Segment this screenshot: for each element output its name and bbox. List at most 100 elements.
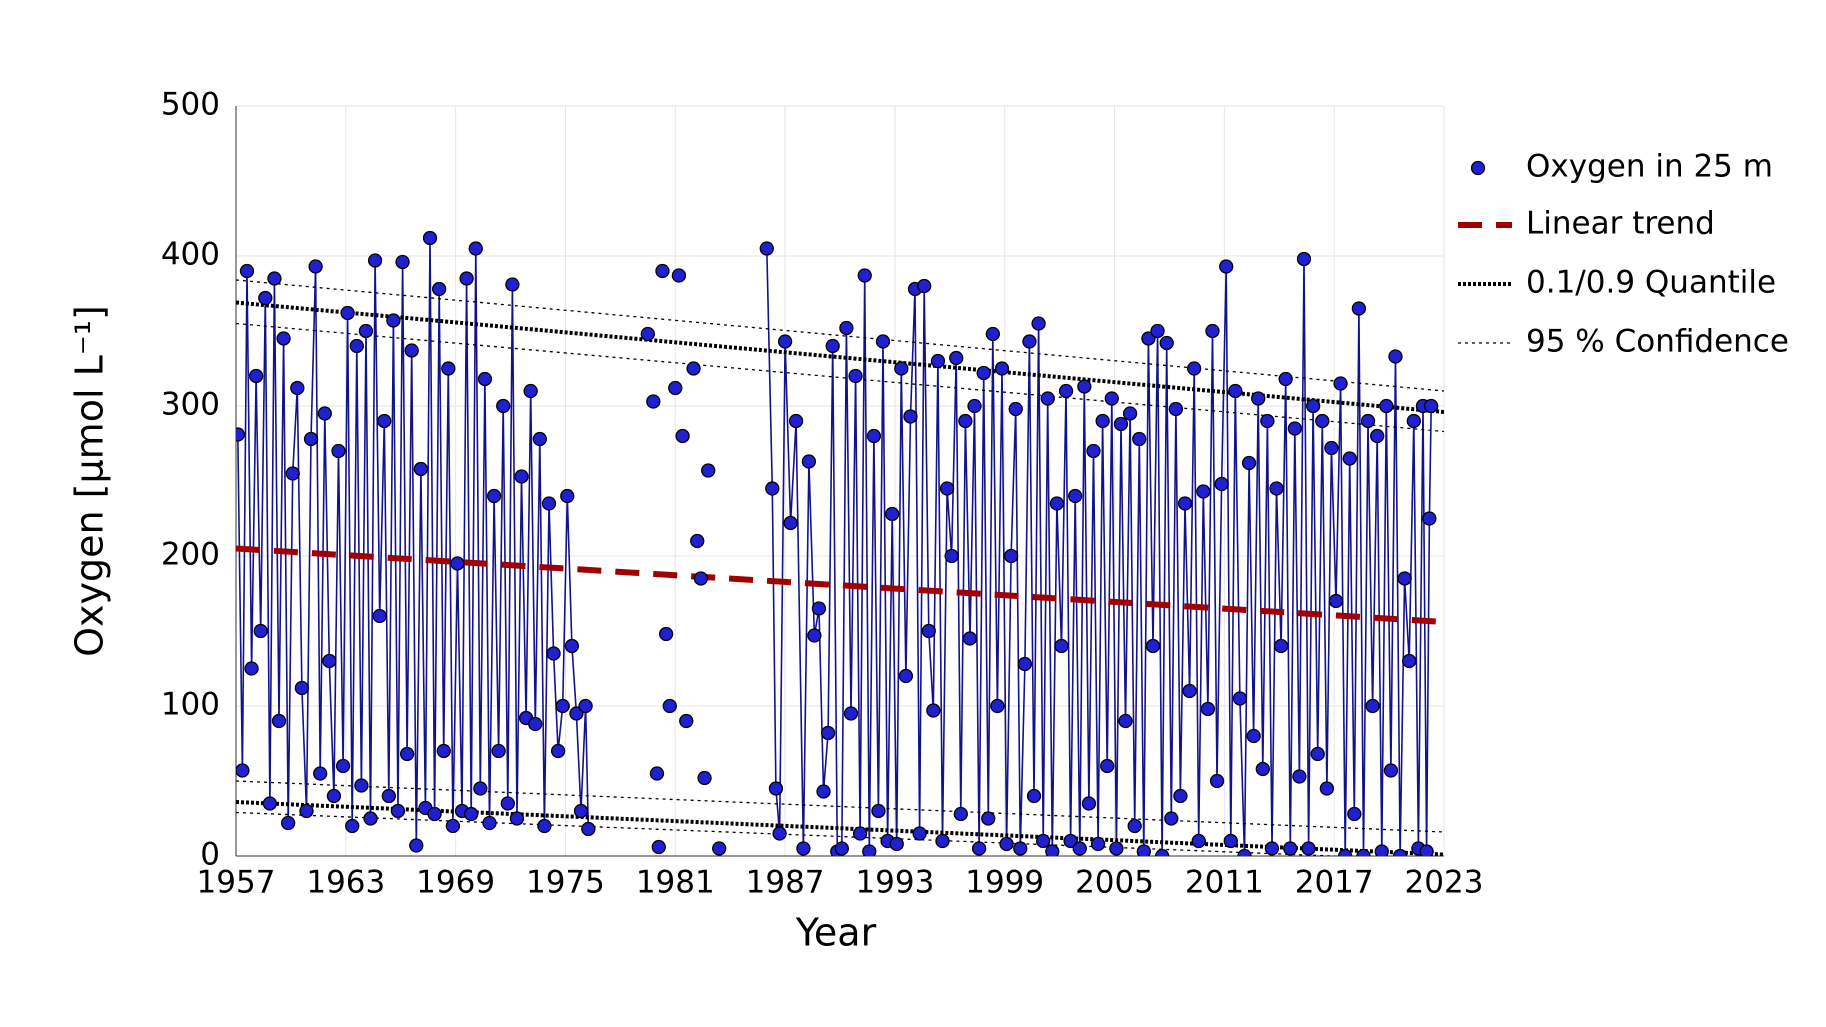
data-point [675, 428, 690, 444]
data-point [1122, 406, 1138, 421]
data-point [308, 259, 323, 274]
data-point [1205, 323, 1220, 339]
data-point [985, 326, 1000, 342]
data-point [1273, 638, 1289, 654]
data-point [550, 743, 566, 759]
data-point [820, 725, 836, 741]
data-point [843, 706, 859, 721]
data-point [290, 380, 305, 396]
data-point [981, 811, 996, 826]
data-point [1365, 698, 1380, 714]
x-tick-label: 2017 [1295, 865, 1374, 901]
data-point [1090, 836, 1106, 852]
data-point [768, 781, 784, 796]
data-point [404, 343, 419, 358]
data-point [1026, 788, 1042, 804]
data-point [783, 515, 798, 531]
data-point [422, 230, 438, 246]
data-point [464, 806, 479, 822]
data-point [1356, 848, 1371, 856]
data-point [1292, 769, 1307, 784]
data-point [1154, 848, 1170, 856]
data-point [839, 320, 854, 336]
data-point [1406, 413, 1421, 429]
data-point [1388, 349, 1403, 364]
data-point [1319, 781, 1335, 796]
y-tick-label: 400 [161, 237, 220, 273]
data-point [811, 601, 827, 616]
data-point [1424, 398, 1439, 414]
data-point [1003, 548, 1019, 564]
data-point [1040, 391, 1055, 406]
data-point [967, 398, 982, 414]
data-point [331, 443, 346, 459]
data-point [1182, 683, 1197, 699]
data-point [482, 815, 497, 831]
data-point [1310, 746, 1325, 762]
data-point [1031, 316, 1046, 331]
data-point [1168, 401, 1184, 417]
data-point [640, 326, 655, 342]
data-point [248, 368, 264, 384]
y-tick-label: 500 [161, 87, 220, 123]
data-point [1081, 796, 1097, 811]
data-point [772, 826, 787, 841]
trend-line [236, 322, 1444, 433]
data-point [569, 706, 584, 721]
data-point [459, 271, 474, 286]
data-point [532, 431, 547, 447]
y-tick-label: 300 [161, 387, 220, 423]
data-point [555, 698, 570, 714]
data-point [658, 626, 674, 642]
data-point [1200, 701, 1216, 717]
data-point [898, 668, 914, 684]
data-point [386, 313, 401, 328]
data-point [958, 413, 973, 429]
data-point [1419, 844, 1434, 856]
data-point [671, 268, 687, 283]
data-point [912, 826, 927, 841]
data-point [367, 253, 383, 268]
data-point [1072, 841, 1087, 856]
data-point [1054, 638, 1069, 654]
data-point [299, 803, 314, 819]
data-point [788, 413, 804, 429]
x-tick-label: 1975 [526, 865, 605, 901]
data-point [1068, 488, 1083, 504]
data-point [239, 263, 255, 279]
data-point [1301, 841, 1316, 856]
data-point [276, 331, 291, 346]
data-point [349, 338, 364, 354]
data-point [953, 806, 968, 822]
data-point [1347, 806, 1362, 822]
data-point [528, 716, 543, 732]
data-point [436, 743, 451, 759]
data-point [662, 698, 677, 714]
data-point [1017, 656, 1033, 672]
data-point [1255, 761, 1270, 777]
data-point [236, 427, 245, 442]
data-point [564, 638, 580, 654]
data-point [765, 481, 780, 496]
data-point [322, 653, 337, 669]
data-point [903, 409, 918, 424]
data-point [335, 758, 351, 774]
data-point [509, 811, 525, 826]
data-point [1379, 398, 1394, 414]
data-point [759, 241, 774, 256]
data-point [1109, 841, 1124, 856]
data-point [1127, 818, 1142, 834]
data-point [712, 841, 727, 856]
data-point [505, 277, 520, 292]
data-point [473, 781, 488, 796]
data-point [1251, 391, 1266, 406]
data-point [848, 368, 863, 384]
data-point [889, 836, 904, 852]
data-point [354, 778, 369, 793]
data-point [345, 818, 360, 834]
data-point [1132, 431, 1147, 447]
data-point [281, 815, 296, 831]
y-tick-label: 0 [200, 837, 220, 873]
data-point [962, 631, 978, 646]
data-point [1100, 758, 1115, 774]
